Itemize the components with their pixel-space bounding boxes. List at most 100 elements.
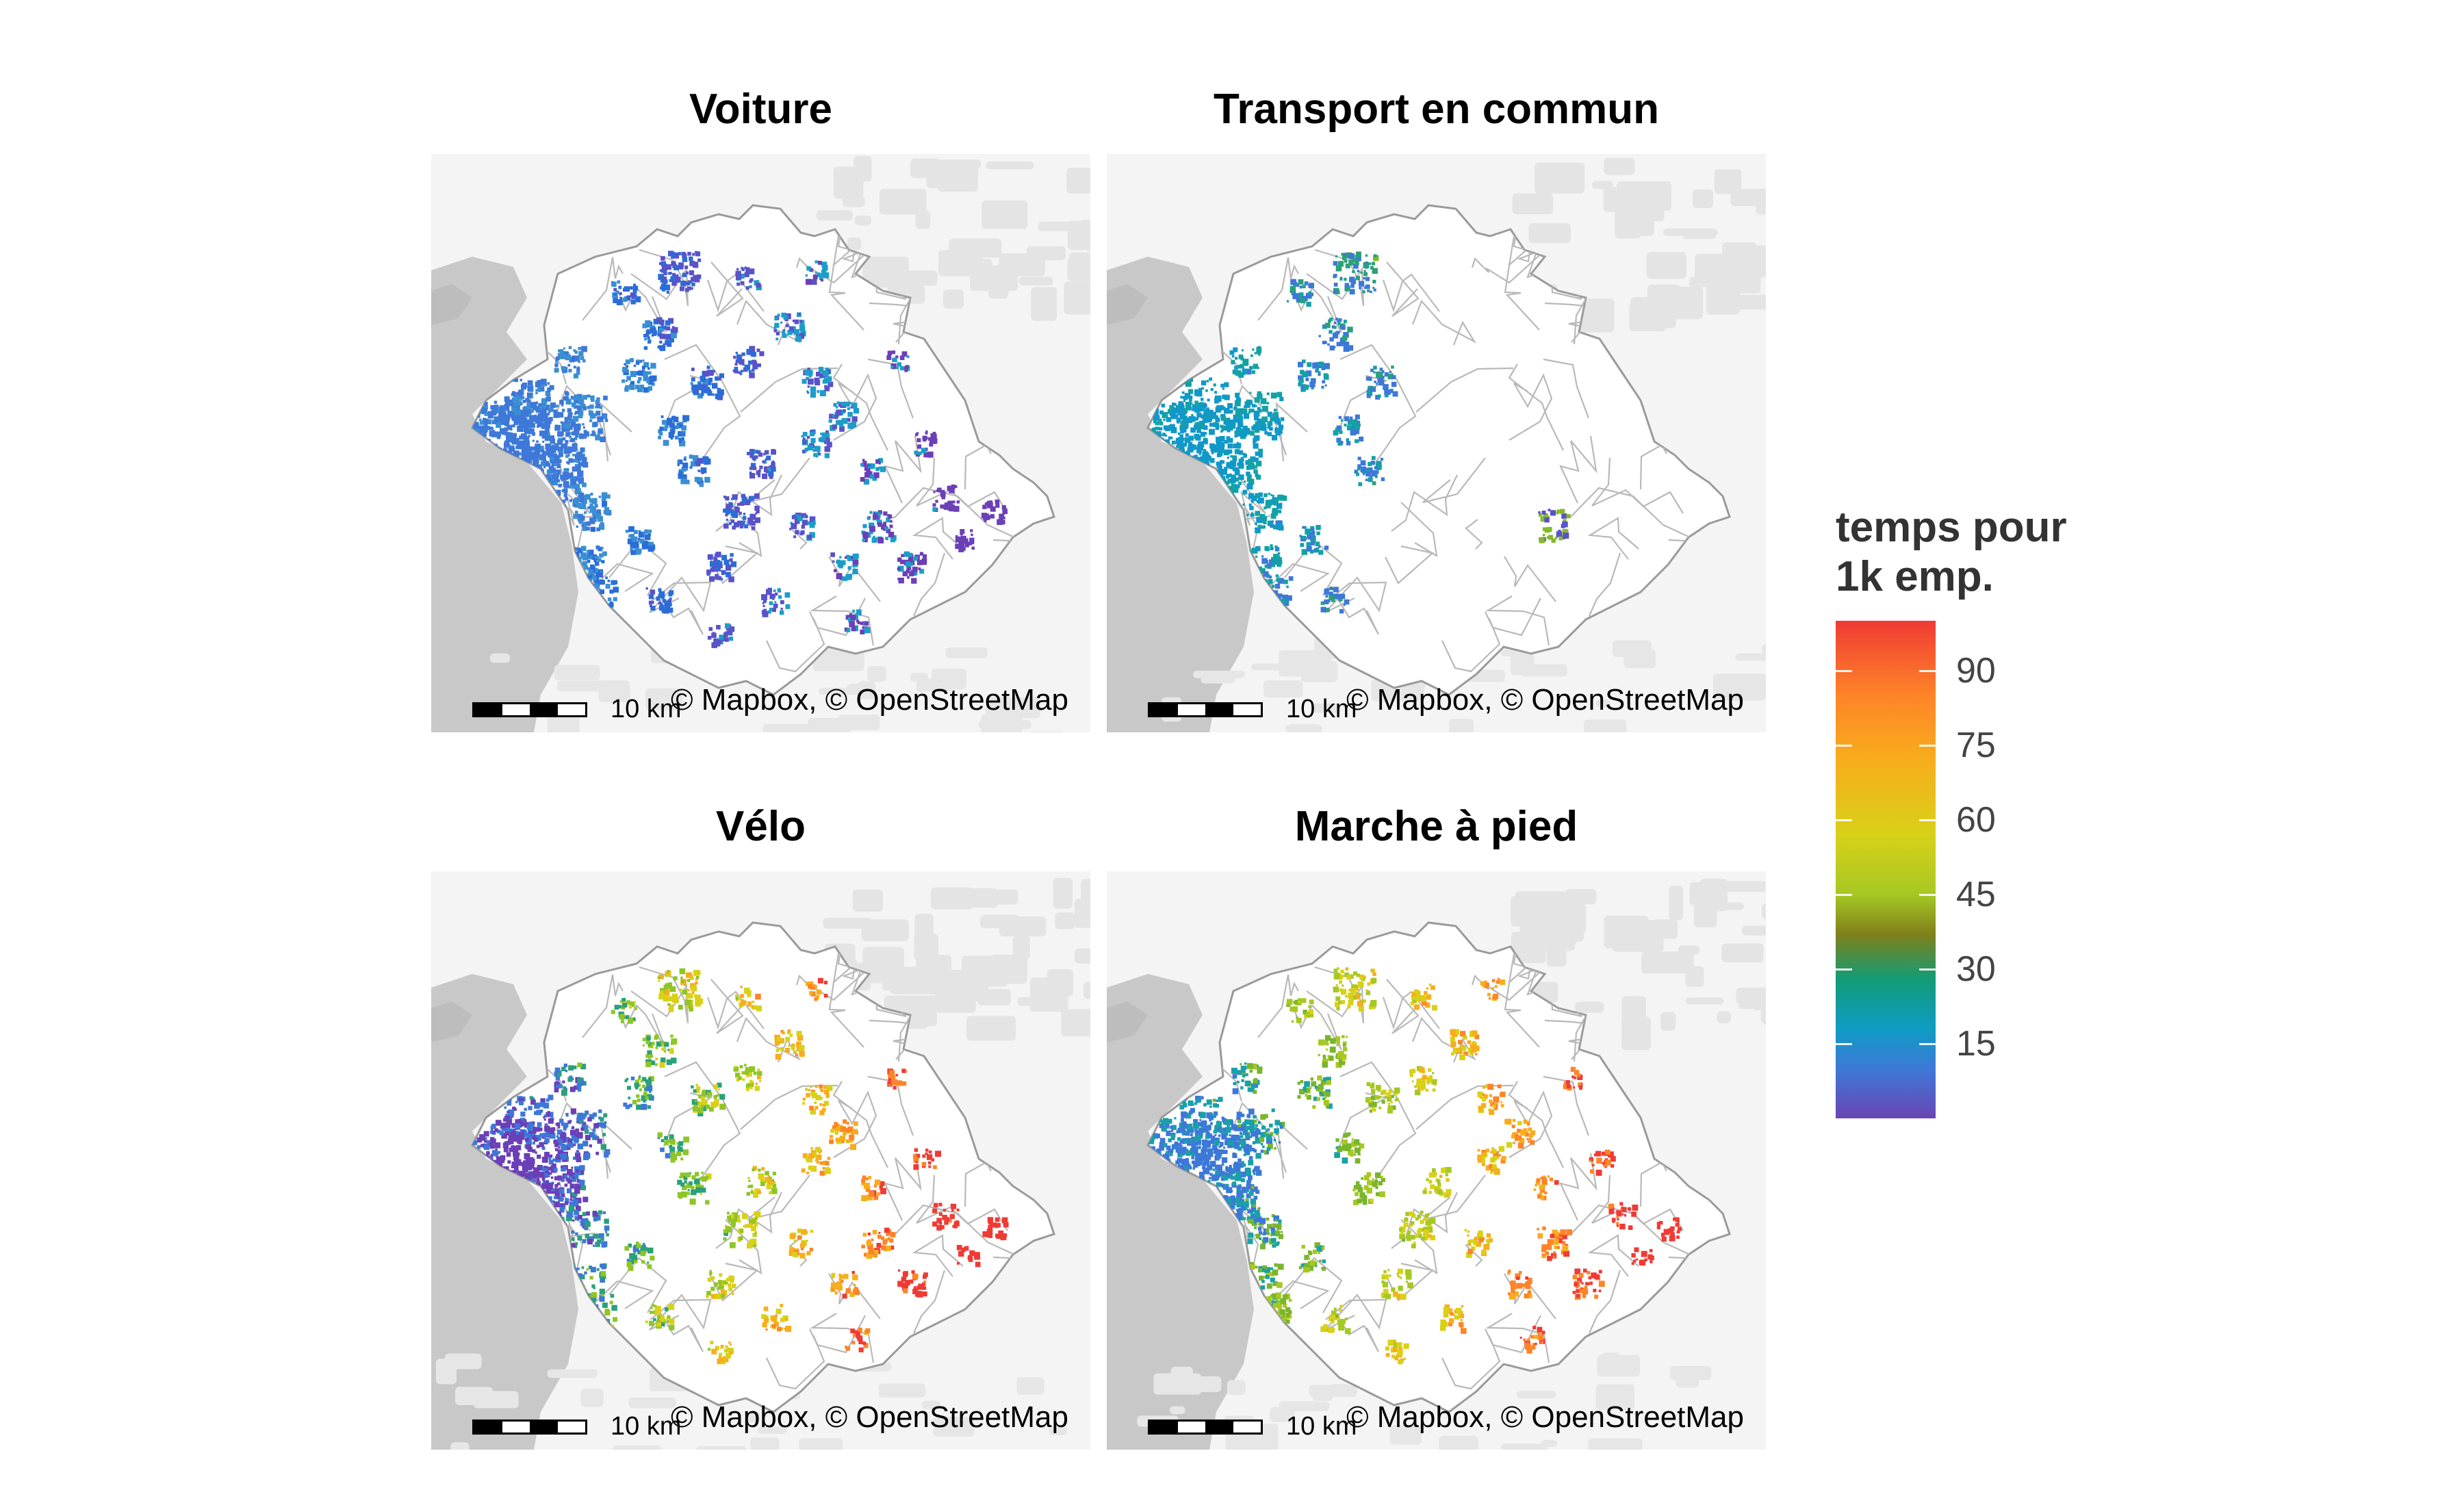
travel-time-cell <box>502 409 504 411</box>
travel-time-cell <box>501 1132 508 1139</box>
travel-time-cell <box>913 556 919 561</box>
travel-time-cell <box>722 636 728 641</box>
travel-time-cell <box>604 419 608 422</box>
travel-time-cell <box>610 1294 615 1298</box>
travel-time-cell <box>750 1081 754 1086</box>
travel-time-cell <box>671 993 678 1000</box>
travel-time-cell <box>766 455 771 461</box>
travel-time-cell <box>1183 421 1188 426</box>
travel-time-cell <box>887 1237 890 1240</box>
travel-time-cell <box>1318 550 1324 555</box>
travel-time-cell <box>1315 369 1319 373</box>
travel-time-cell <box>678 437 684 444</box>
travel-time-cell <box>736 282 741 286</box>
travel-time-cell <box>685 999 691 1006</box>
travel-time-cell <box>824 446 831 452</box>
travel-time-cell <box>1276 562 1282 567</box>
travel-time-cell <box>723 509 728 513</box>
travel-time-cell <box>554 363 559 367</box>
travel-time-cell <box>582 1122 587 1126</box>
travel-time-cell <box>565 1198 569 1203</box>
travel-time-cell <box>689 466 693 469</box>
travel-time-cell <box>589 518 595 524</box>
travel-time-cell <box>642 359 645 362</box>
travel-time-cell <box>1175 437 1182 444</box>
travel-time-cell <box>581 457 587 463</box>
travel-time-cell <box>698 1101 704 1107</box>
travel-time-cell <box>692 390 695 394</box>
travel-time-cell <box>593 422 598 426</box>
travel-time-cell <box>678 252 682 255</box>
travel-time-cell <box>565 432 571 437</box>
travel-time-cell <box>721 554 728 561</box>
travel-time-cell <box>1204 432 1207 435</box>
travel-time-cell <box>695 994 701 1001</box>
travel-time-cell <box>1235 477 1240 482</box>
travel-time-cell <box>1268 575 1270 578</box>
travel-time-cell <box>539 403 543 407</box>
travel-time-cell <box>906 565 912 570</box>
travel-time-cell <box>1331 587 1334 591</box>
travel-time-cell <box>1176 418 1181 422</box>
travel-time-cell <box>680 976 683 979</box>
travel-time-cell <box>502 1142 509 1148</box>
travel-time-cell <box>589 1266 593 1270</box>
travel-time-cell <box>1155 421 1159 426</box>
travel-time-cell <box>1258 497 1264 504</box>
travel-time-cell <box>484 1144 490 1151</box>
travel-time-cell <box>563 493 567 498</box>
travel-time-cell <box>580 1185 587 1191</box>
travel-time-cell <box>997 519 1003 526</box>
travel-time-cell <box>693 970 700 976</box>
travel-time-cell <box>663 343 665 346</box>
travel-time-cell <box>1335 255 1337 258</box>
travel-time-cell <box>1372 287 1375 290</box>
travel-time-cell <box>671 261 676 266</box>
travel-time-cell <box>780 600 784 604</box>
travel-time-cell <box>589 1144 592 1148</box>
travel-time-cell <box>563 1122 569 1127</box>
travel-time-cell <box>1235 409 1240 413</box>
travel-time-cell <box>661 1047 665 1051</box>
travel-time-cell <box>598 588 601 591</box>
travel-time-cell <box>787 1030 791 1035</box>
travel-time-cell <box>815 1159 819 1162</box>
travel-time-cell <box>1355 472 1359 476</box>
travel-time-cell <box>739 274 745 279</box>
travel-time-cell <box>857 621 860 624</box>
travel-time-cell <box>729 1214 734 1220</box>
travel-time-cell <box>695 978 698 981</box>
travel-time-cell <box>1258 524 1261 528</box>
travel-time-cell <box>586 1268 589 1271</box>
travel-time-cell <box>1235 484 1240 489</box>
travel-time-cell <box>778 595 782 599</box>
travel-time-cell <box>563 347 565 350</box>
travel-time-cell <box>615 290 619 294</box>
travel-time-cell <box>543 466 546 469</box>
travel-time-cell <box>619 292 622 295</box>
travel-time-cell <box>1179 414 1185 420</box>
travel-time-cell <box>576 1151 579 1154</box>
travel-time-cell <box>984 519 987 522</box>
travel-time-cell <box>531 1133 534 1136</box>
travel-time-cell <box>529 1140 532 1144</box>
travel-time-cell <box>600 1117 604 1122</box>
travel-time-cell <box>1255 404 1257 407</box>
travel-time-cell <box>564 391 569 395</box>
travel-time-cell <box>582 359 586 363</box>
travel-time-cell <box>562 428 566 432</box>
travel-time-cell <box>864 1252 868 1257</box>
travel-time-cell <box>917 439 921 442</box>
travel-time-cell <box>1254 352 1257 355</box>
travel-time-cell <box>763 452 766 456</box>
travel-time-cell <box>587 1117 592 1122</box>
travel-time-cell <box>1234 400 1241 407</box>
travel-time-cell <box>600 546 604 550</box>
travel-time-cell <box>836 573 843 580</box>
travel-time-cell <box>940 504 945 509</box>
travel-time-cell <box>779 610 784 615</box>
travel-time-cell <box>1253 457 1258 463</box>
travel-time-cell <box>562 499 566 503</box>
travel-time-cell <box>1177 432 1181 435</box>
travel-time-cell <box>589 554 593 558</box>
